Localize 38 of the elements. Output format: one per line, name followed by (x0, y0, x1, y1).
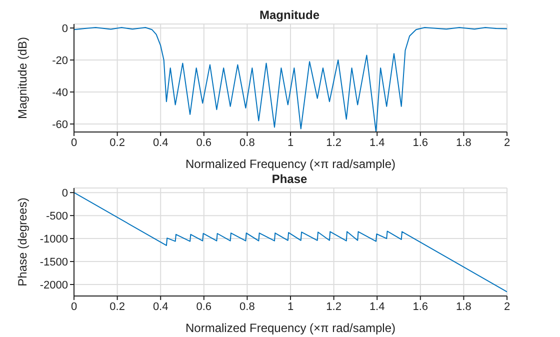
chart-title: Phase (270, 172, 308, 186)
line-series (74, 192, 507, 292)
x-tick-label: 1.4 (369, 136, 385, 149)
x-tick-label: 0.2 (110, 300, 125, 313)
chart-title: Magnitude (258, 8, 320, 22)
y-axis-title: Phase (degrees) (15, 198, 30, 286)
x-tick-label: 0.6 (196, 300, 212, 313)
y-tick-label: 0 (62, 22, 68, 35)
y-tick-label: -40 (52, 86, 68, 99)
x-tick-label: 1.4 (369, 300, 385, 313)
x-tick-label: 0.2 (110, 136, 125, 149)
y-tick-label: -2000 (40, 279, 68, 292)
x-tick-label: 1.2 (326, 300, 342, 313)
x-tick-label: 0.6 (196, 136, 212, 149)
x-tick-label: 1.8 (456, 300, 472, 313)
x-tick-label: 1.8 (456, 136, 472, 149)
x-tick-label: 1.6 (412, 136, 428, 149)
x-axis-title: Normalized Frequency (×π rad/sample) (185, 321, 396, 335)
y-axis-title: Magnitude (dB) (15, 36, 30, 120)
y-tick-label: -20 (52, 54, 68, 67)
x-tick-label: 0.8 (240, 136, 255, 149)
x-tick-label: 0.8 (240, 300, 255, 313)
x-tick-label: 1.6 (412, 300, 428, 313)
x-tick-label: 2 (504, 136, 510, 149)
x-axis-title: Normalized Frequency (×π rad/sample) (185, 157, 396, 171)
x-tick-label: 1.2 (326, 136, 342, 149)
y-tick-label: 0 (62, 188, 68, 200)
x-tick-label: 1 (287, 136, 294, 149)
y-tick-label: -60 (52, 118, 68, 131)
x-tick-label: 0.4 (152, 136, 168, 149)
x-tick-label: 2 (504, 300, 510, 313)
x-tick-label: 0 (70, 136, 78, 149)
x-tick-label: 1 (287, 300, 294, 313)
y-tick-label: -1000 (40, 233, 68, 246)
x-tick-label: 0 (70, 300, 78, 313)
y-tick-label: -500 (46, 210, 68, 222)
y-tick-label: -1500 (40, 256, 68, 268)
x-tick-label: 0.4 (152, 300, 168, 313)
